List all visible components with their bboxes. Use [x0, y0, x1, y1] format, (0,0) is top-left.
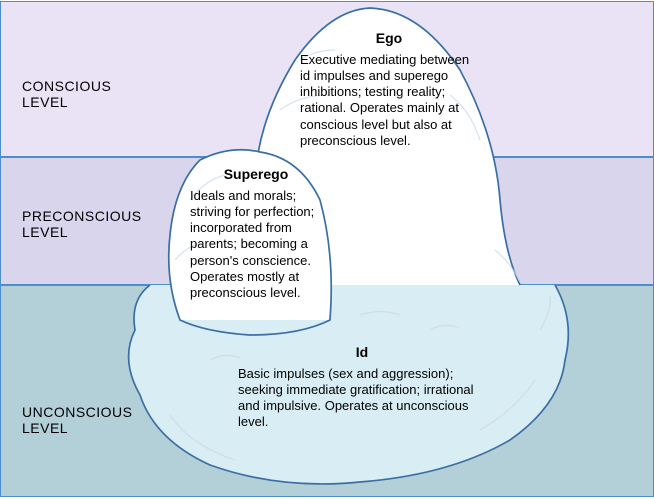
- block-superego: Superego Ideals and morals; striving for…: [190, 166, 322, 301]
- freud-iceberg-diagram: CONSCIOUS LEVEL PRECONSCIOUS LEVEL UNCON…: [0, 0, 654, 500]
- title-ego: Ego: [300, 30, 478, 48]
- label-unconscious: UNCONSCIOUS LEVEL: [22, 404, 133, 436]
- title-superego: Superego: [190, 166, 322, 184]
- block-ego: Ego Executive mediating between id impul…: [300, 30, 478, 149]
- text-id: Basic impulses (sex and aggression); see…: [238, 366, 486, 431]
- label-preconscious: PRECONSCIOUS LEVEL: [22, 208, 142, 240]
- title-id: Id: [238, 344, 486, 362]
- text-superego: Ideals and morals; striving for perfecti…: [190, 188, 322, 302]
- block-id: Id Basic impulses (sex and aggression); …: [238, 344, 486, 431]
- text-ego: Executive mediating between id impulses …: [300, 52, 478, 150]
- label-conscious: CONSCIOUS LEVEL: [22, 78, 111, 110]
